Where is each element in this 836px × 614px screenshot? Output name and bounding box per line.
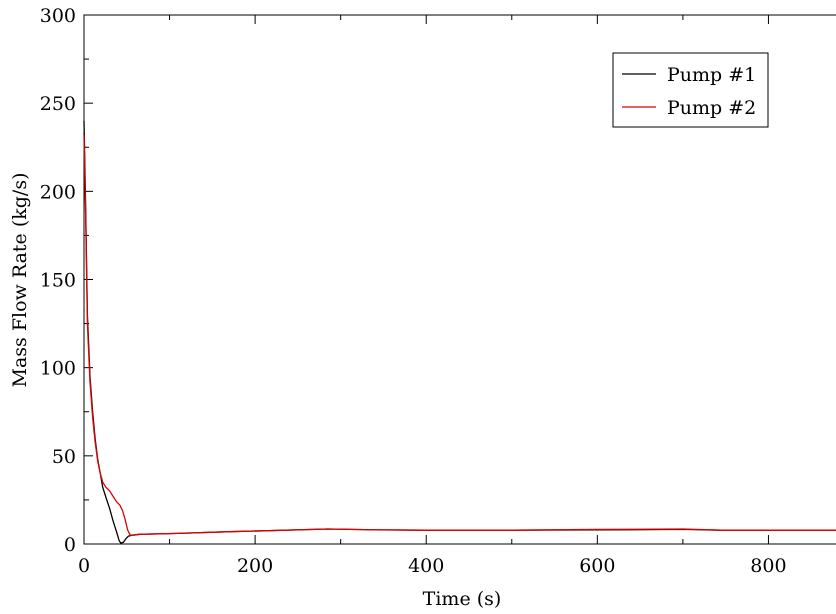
x-tick-labels: 0 200 400 600 800 — [78, 555, 787, 577]
y-tick-label: 200 — [40, 181, 76, 203]
legend: Pump #1 Pump #2 — [612, 52, 769, 128]
y-tick-label: 100 — [40, 358, 76, 380]
y-tick-label: 0 — [64, 534, 76, 556]
series-lines — [83, 120, 836, 544]
y-tick-labels: 0 50 100 150 200 250 300 — [40, 5, 76, 556]
series-line-pump-1 — [83, 120, 836, 544]
x-tick-label: 800 — [750, 555, 786, 577]
x-tick-label: 0 — [78, 555, 90, 577]
legend-label-pump-1: Pump #1 — [667, 64, 756, 86]
series-line-pump-2 — [83, 134, 836, 536]
x-axis-title: Time (s) — [423, 588, 502, 610]
y-axis-title: Mass Flow Rate (kg/s) — [9, 173, 31, 388]
legend-label-pump-2: Pump #2 — [667, 97, 756, 119]
y-tick-label: 300 — [40, 5, 76, 27]
y-tick-label: 250 — [40, 93, 76, 115]
x-tick-label: 200 — [237, 555, 273, 577]
x-tick-label: 600 — [579, 555, 615, 577]
axis-ticks — [83, 14, 769, 545]
y-tick-label: 50 — [52, 446, 76, 468]
legend-box — [612, 52, 769, 128]
x-tick-label: 400 — [408, 555, 444, 577]
y-tick-label: 150 — [40, 270, 76, 292]
